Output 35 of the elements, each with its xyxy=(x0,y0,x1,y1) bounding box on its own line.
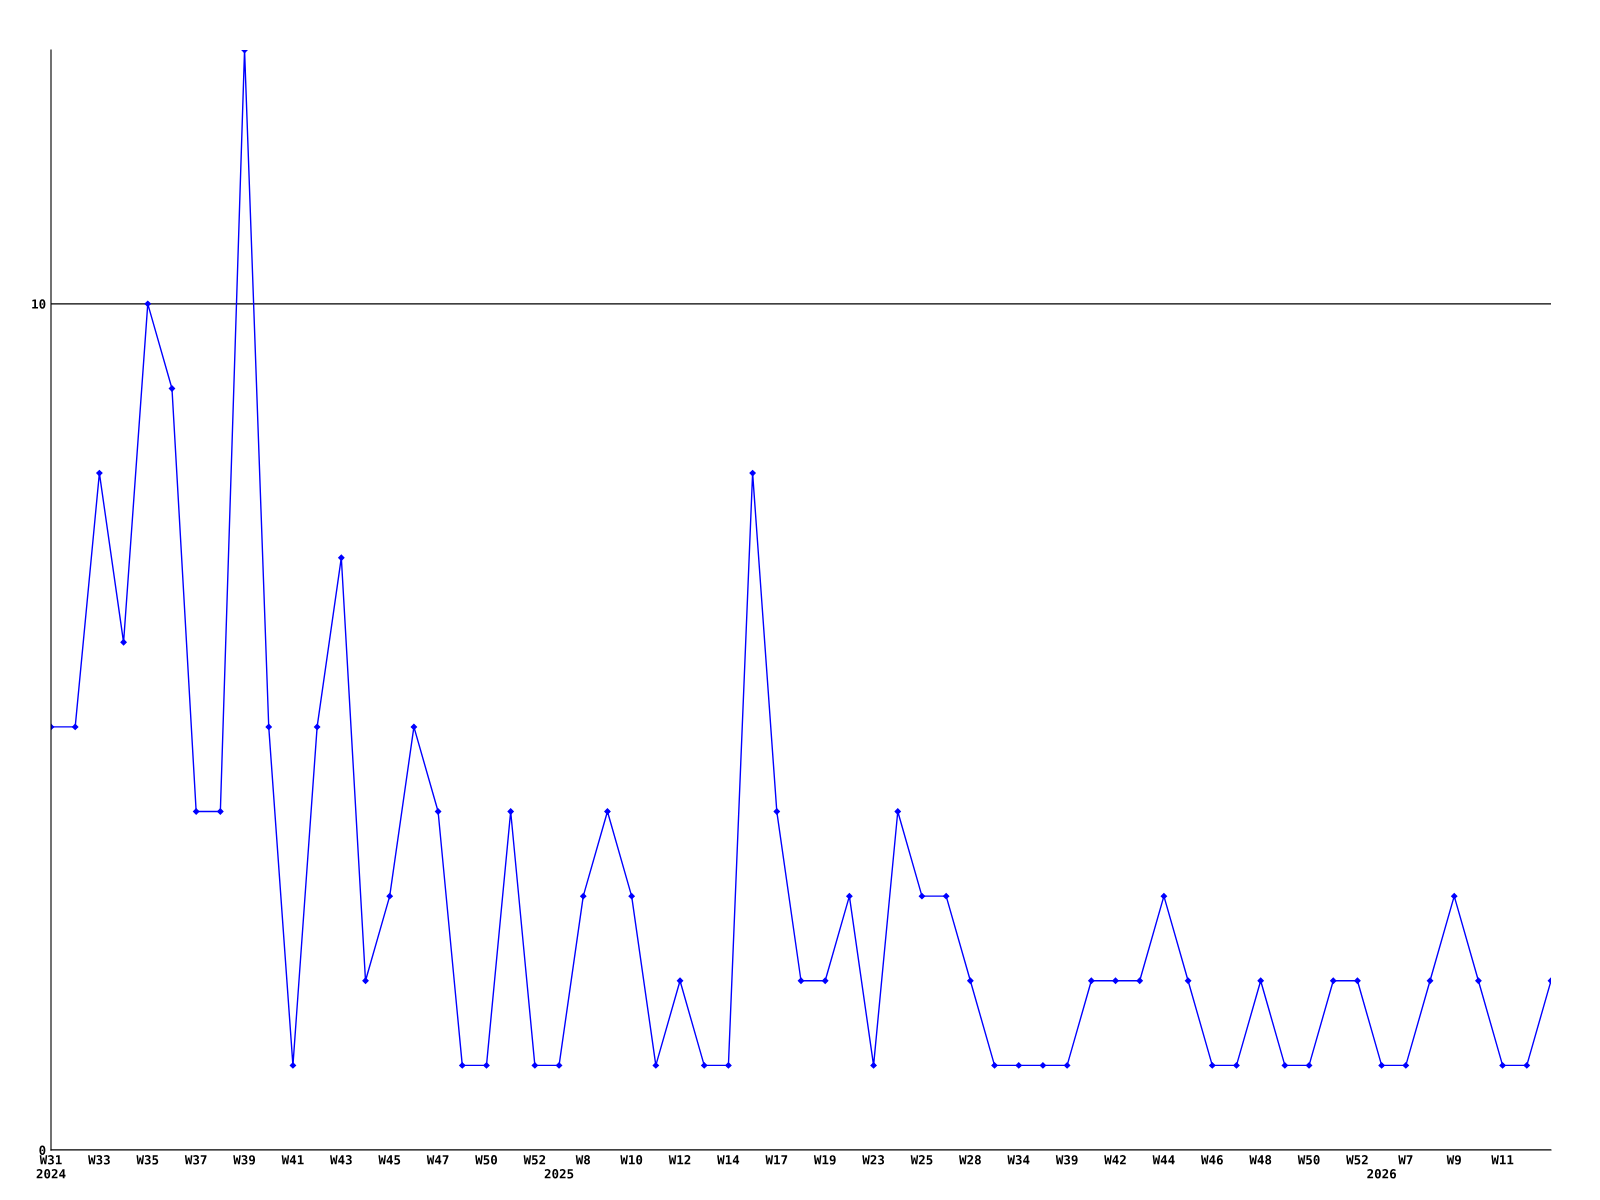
y-tick-label: 10 xyxy=(32,299,46,309)
x-tick-label: W39 xyxy=(1055,1155,1078,1165)
x-tick-label: W48 xyxy=(1249,1155,1272,1165)
x-tick-label: W8 xyxy=(575,1155,590,1165)
x-tick-label: W28 xyxy=(959,1155,981,1165)
x-tick-label: W7 xyxy=(1398,1155,1413,1165)
x-tick-label: W19 xyxy=(813,1155,836,1165)
x-tick-label: 2025 xyxy=(544,1169,574,1179)
x-tick-label: 2026 xyxy=(1367,1169,1397,1179)
x-tick-label: W44 xyxy=(1152,1155,1175,1165)
x-tick-label: W39 xyxy=(233,1155,256,1165)
x-tick-label: W50 xyxy=(475,1155,498,1165)
x-tick-label: W43 xyxy=(330,1155,352,1165)
x-tick-label: W25 xyxy=(910,1155,933,1165)
x-tick-label: W11 xyxy=(1491,1155,1514,1165)
x-tick-label: W46 xyxy=(1201,1155,1223,1165)
y-tick-label: 0 xyxy=(39,1145,46,1155)
x-tick-label: W17 xyxy=(765,1155,788,1165)
x-tick-label: W12 xyxy=(668,1155,691,1165)
x-tick-label: W35 xyxy=(136,1155,159,1165)
x-tick-label: W31 2024 xyxy=(36,1155,66,1179)
x-tick-label: W47 xyxy=(426,1155,449,1165)
x-tick-label: W37 xyxy=(184,1155,207,1165)
x-tick-label: W33 xyxy=(88,1155,110,1165)
x-tick-label: W42 xyxy=(1104,1155,1126,1165)
x-tick-label: W45 xyxy=(378,1155,401,1165)
x-tick-label: W14 xyxy=(717,1155,740,1165)
x-tick-label: W34 xyxy=(1007,1155,1030,1165)
x-tick-label: W9 xyxy=(1446,1155,1461,1165)
x-tick-label: W50 xyxy=(1297,1155,1320,1165)
x-tick-label: W23 xyxy=(862,1155,885,1165)
x-tick-label: W10 xyxy=(620,1155,643,1165)
x-tick-label: W52 xyxy=(1346,1155,1368,1165)
x-tick-label: W41 xyxy=(281,1155,304,1165)
x-tick-label: W52 xyxy=(523,1155,546,1165)
